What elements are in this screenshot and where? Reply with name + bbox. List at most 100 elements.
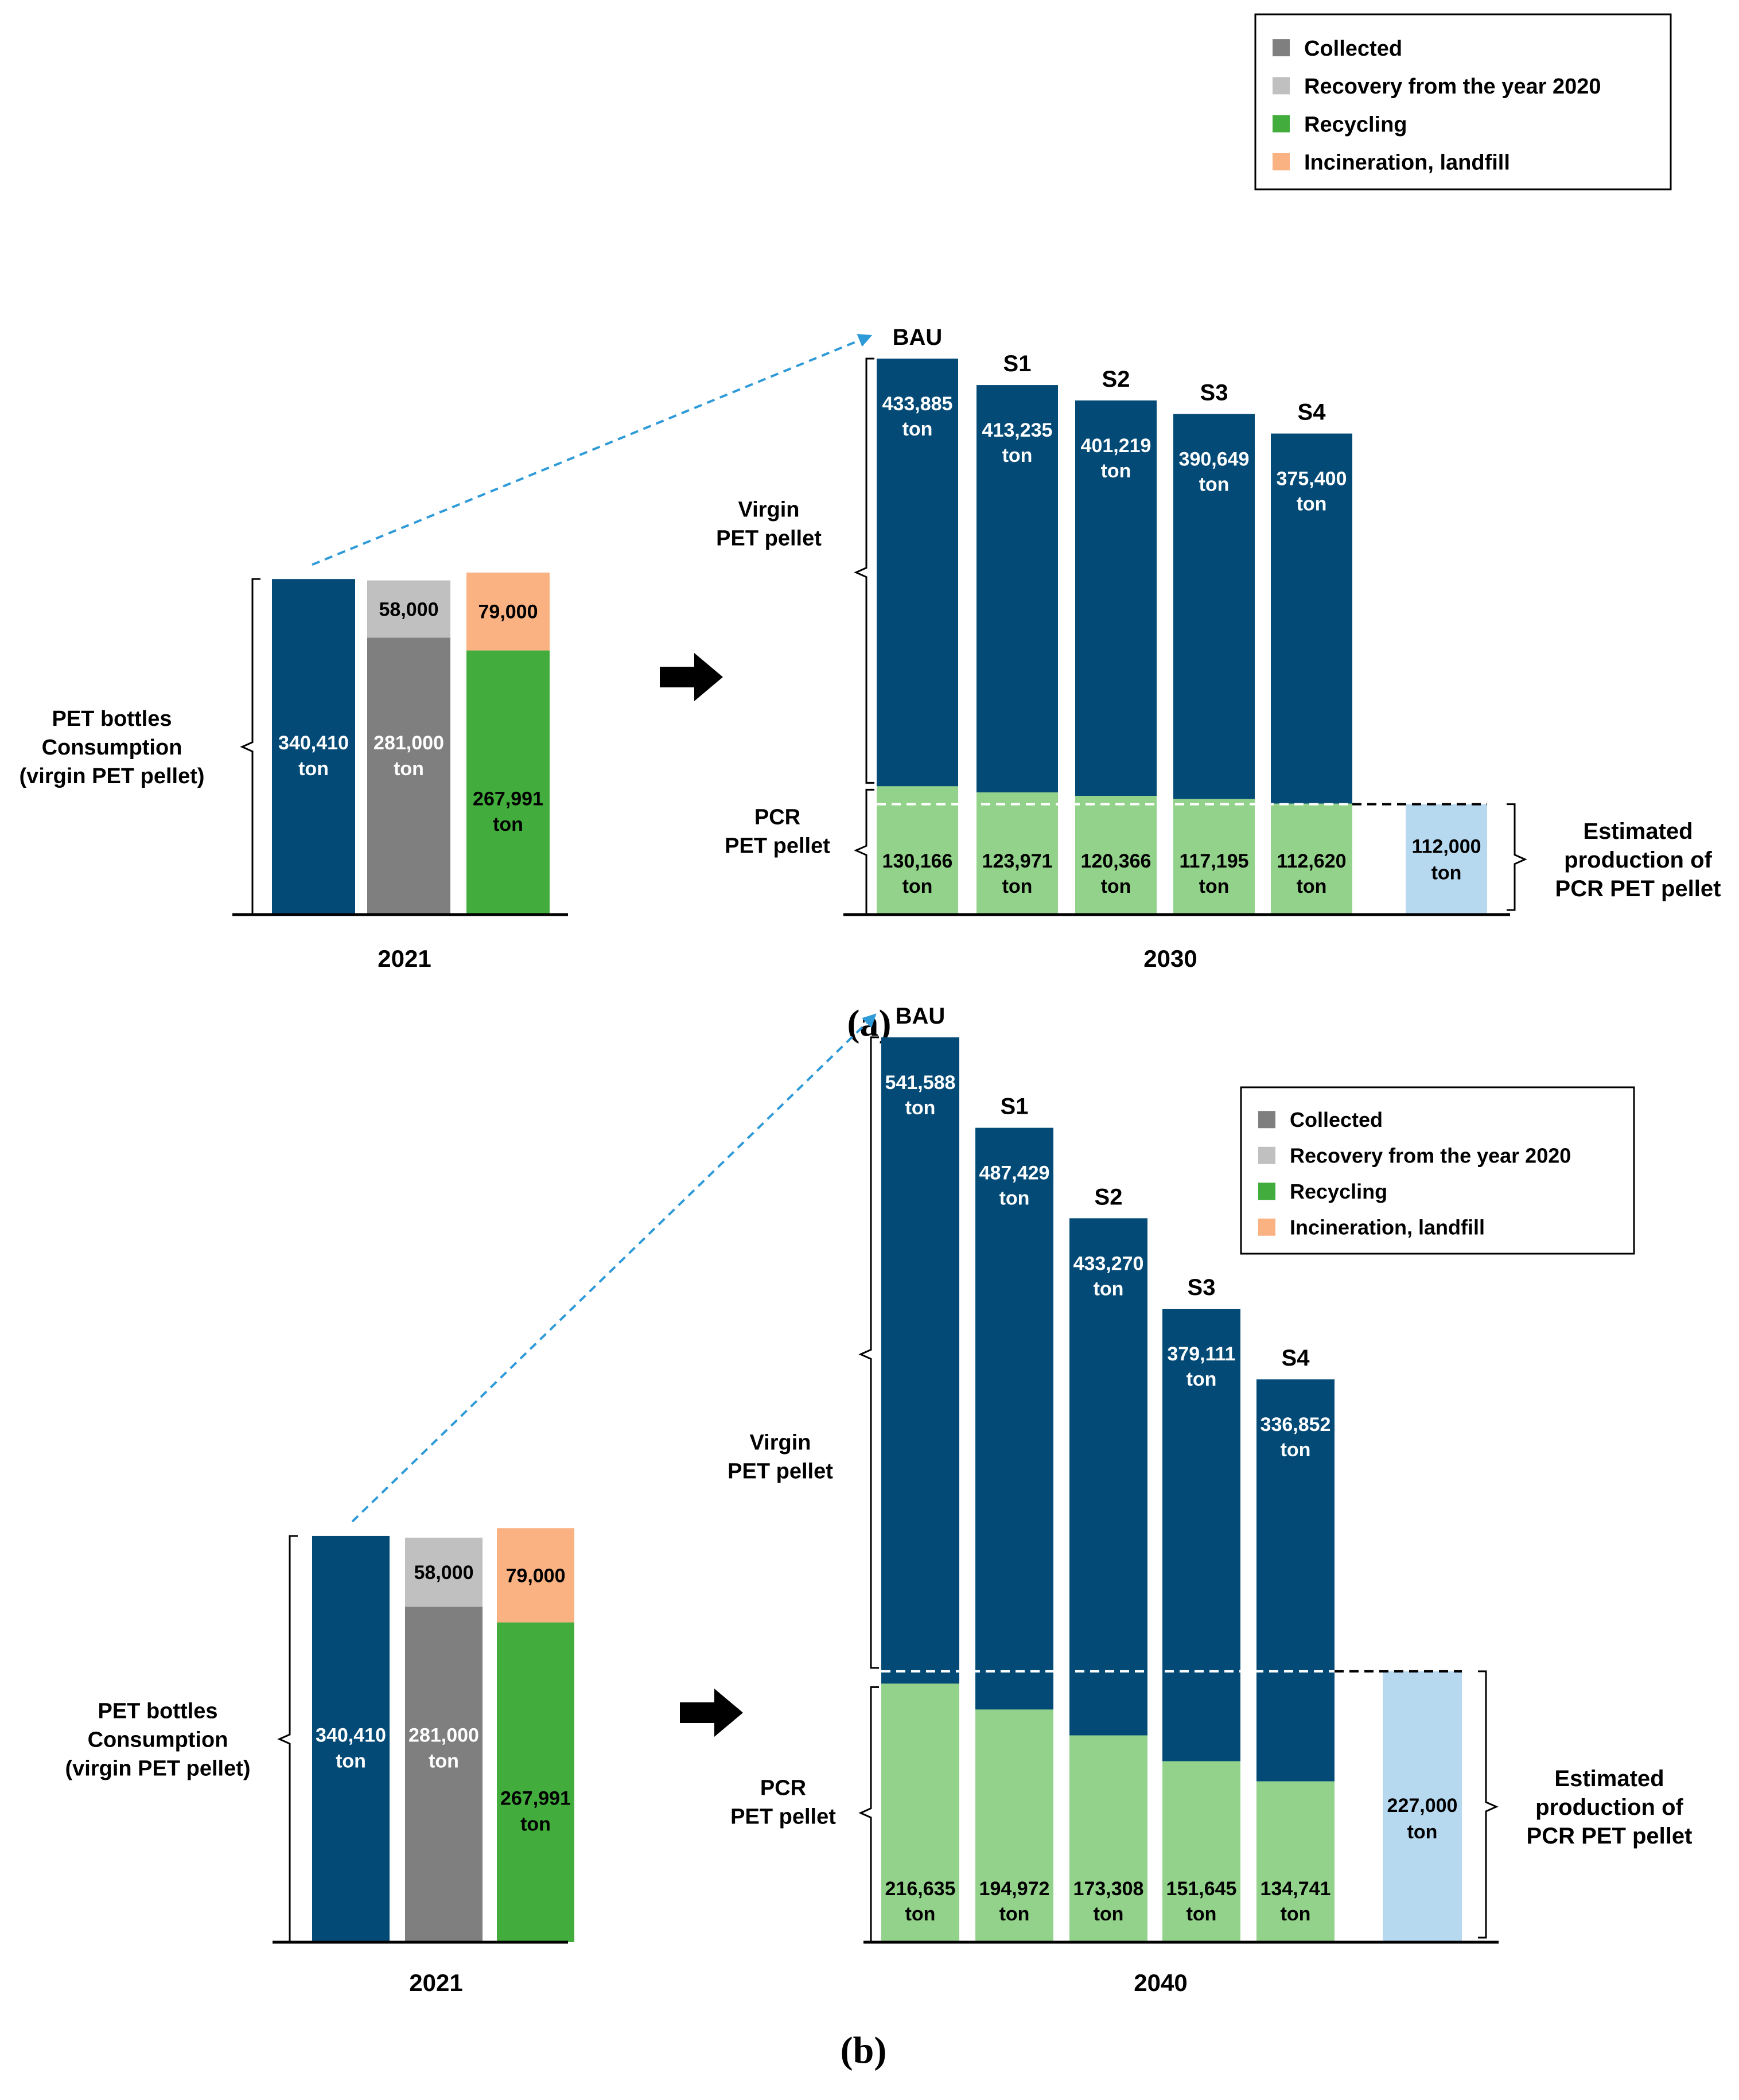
virgin-value-label: 541,588 [885,1072,956,1094]
virgin-bracket [858,1036,879,1669]
virgin-value-label: 336,852 [1261,1414,1331,1436]
estimate-value-label-line-1: 227,000 [1387,1795,1458,1817]
recovery-bar [405,1537,483,1607]
consumption-bracket-label-line-3: (virgin PET pellet) [19,764,204,788]
consumption-bracket-label-line-2: Consumption [88,1728,228,1752]
legend-box [1254,13,1672,190]
consumption-bracket-label-line-1: PET bottles [98,1699,217,1723]
estimate-bar [1406,804,1487,915]
consumption-bracket-label-line-1: PET bottles [52,707,172,731]
pcr-value-label: 216,635 [885,1878,956,1900]
legend: Collected Recovery from the year 2020 Recy… [1254,13,1672,190]
estimate-value-label-line-2: ton [1431,862,1462,884]
virgin-bar-s3 [1173,414,1255,799]
pcr-group-label-line-1: PCR [754,805,800,829]
virgin-value-label: 413,235 [982,419,1053,441]
estimate-bracket-label-line-3: PCR PET pellet [1555,876,1721,901]
recycling-label-line-1: 267,991 [473,788,543,810]
category-label-s1: S1 [1003,351,1032,376]
pcr-unit-label: ton [1186,1903,1217,1925]
estimate-bracket-label-line-1: Estimated [1583,819,1693,844]
consumption-bracket [240,578,260,916]
incineration-bar [497,1528,574,1623]
consumption-bracket [277,1535,298,1943]
consumption-bar [272,579,355,915]
virgin-value-label: 433,885 [882,393,953,415]
virgin-bar-s2 [1075,400,1157,796]
base-year-label: 2021 [378,945,431,972]
collected-label-line-2: ton [429,1750,459,1772]
legend-label: Recycling [1304,112,1407,137]
pcr-bracket [858,1686,879,1943]
virgin-group-label-line-2: PET pellet [716,526,822,550]
recycling-label-line-2: ton [493,814,523,835]
pcr-bar-s3 [1162,1761,1240,1942]
incineration-label: 79,000 [478,601,538,623]
consumption-label-line-2: ton [298,758,329,780]
pcr-value-label: 134,741 [1261,1878,1331,1900]
category-label-s2: S2 [1095,1184,1123,1210]
legend-label: Incineration, landfill [1304,151,1510,175]
virgin-value-label: 433,270 [1073,1253,1144,1274]
virgin-bar-s4 [1271,433,1352,804]
legend: Collected Recovery from the year 2020 Recy… [1240,1086,1635,1255]
pcr-bar-s4 [1271,803,1352,915]
recovery-bar [367,580,450,638]
chart-panel-a: Collected Recovery from the year 2020 Recy… [19,13,1721,1044]
virgin-unit-label: ton [902,418,933,440]
pcr-unit-label: ton [999,1903,1030,1925]
recycling-bar [497,1622,574,1942]
category-label-s3: S3 [1188,1275,1216,1300]
collected-label-line-1: 281,000 [409,1724,479,1746]
pcr-unit-label: ton [902,876,933,897]
legend-label: Recovery from the year 2020 [1304,75,1601,99]
legend-label: Recovery from the year 2020 [1290,1144,1571,1168]
legend-swatch [1273,39,1290,57]
pcr-bar-s2 [1069,1735,1147,1942]
pcr-group-label-line-2: PET pellet [730,1805,836,1829]
base-year-group: 340,410 ton 281,000 ton 58,000 267,991 ton 79,0… [19,572,568,972]
virgin-unit-label: ton [999,1188,1030,1210]
consumption-label-line-2: ton [336,1750,366,1772]
pcr-bar-s2 [1075,796,1157,915]
pcr-unit-label: ton [905,1903,936,1925]
incineration-label: 79,000 [506,1565,566,1586]
category-label-bau: BAU [896,1004,946,1029]
estimate-value-label-line-1: 112,000 [1411,836,1481,858]
recovery-label: 58,000 [379,598,439,620]
estimate-bracket-label-line-2: production of [1535,1795,1683,1820]
pcr-bar-bau [877,786,958,915]
virgin-value-label: 375,400 [1277,468,1347,490]
virgin-group-label-line-2: PET pellet [727,1459,833,1483]
estimate-bracket-label-line-3: PCR PET pellet [1527,1823,1693,1849]
target-year-label: 2040 [1134,1969,1187,1996]
projection-arrow [312,334,873,566]
consumption-label-line-1: 340,410 [316,1724,386,1746]
virgin-bar-s3 [1162,1309,1240,1761]
virgin-bar-s4 [1256,1379,1335,1782]
virgin-unit-label: ton [1002,445,1033,466]
virgin-group-label-line-1: Virgin [738,497,800,522]
virgin-value-label: 390,649 [1179,449,1250,470]
virgin-bar-s1 [977,385,1058,793]
virgin-unit-label: ton [1186,1368,1217,1390]
estimate-bracket [1507,803,1527,911]
base-year-group: 340,410 ton 281,000 ton 58,000 267,991 ton 79,0… [65,1528,574,1996]
legend-label: Collected [1290,1108,1383,1131]
virgin-value-label: 401,219 [1081,435,1151,457]
target-year-group: BAU 541,588 ton 216,635 ton S1 487,429 ton 194,9… [727,1004,1692,1996]
pcr-bracket [854,788,874,916]
pcr-value-label: 151,645 [1166,1878,1237,1900]
pcr-group-label-line-2: PET pellet [725,834,830,858]
collected-label-line-2: ton [394,758,424,780]
chart-panel-b: Collected Recovery from the year 2020 Recy… [65,1004,1692,2071]
pcr-bar-bau [881,1683,959,1942]
pcr-unit-label: ton [1199,876,1230,897]
transition-arrow-icon [680,1689,743,1737]
estimate-bar [1383,1671,1462,1942]
recycling-bar [466,650,550,915]
estimate-bracket-label-line-1: Estimated [1554,1766,1664,1791]
pcr-unit-label: ton [1101,876,1131,897]
pcr-bar-s1 [977,792,1058,915]
